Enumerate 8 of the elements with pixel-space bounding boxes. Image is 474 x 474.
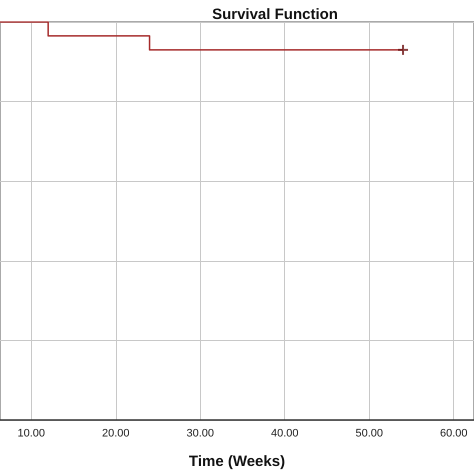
x-axis-title: Time (Weeks) [188,453,286,470]
x-tick-label: 40.00 [270,428,299,440]
x-tick-label: 30.00 [186,428,214,440]
chart-title: Survival Function [212,6,338,23]
x-tick-label: 50.00 [355,428,383,440]
x-tick-label: 20.00 [102,428,130,440]
x-tick-label: 10.00 [17,428,46,440]
x-tick-label: 60.00 [440,428,468,440]
